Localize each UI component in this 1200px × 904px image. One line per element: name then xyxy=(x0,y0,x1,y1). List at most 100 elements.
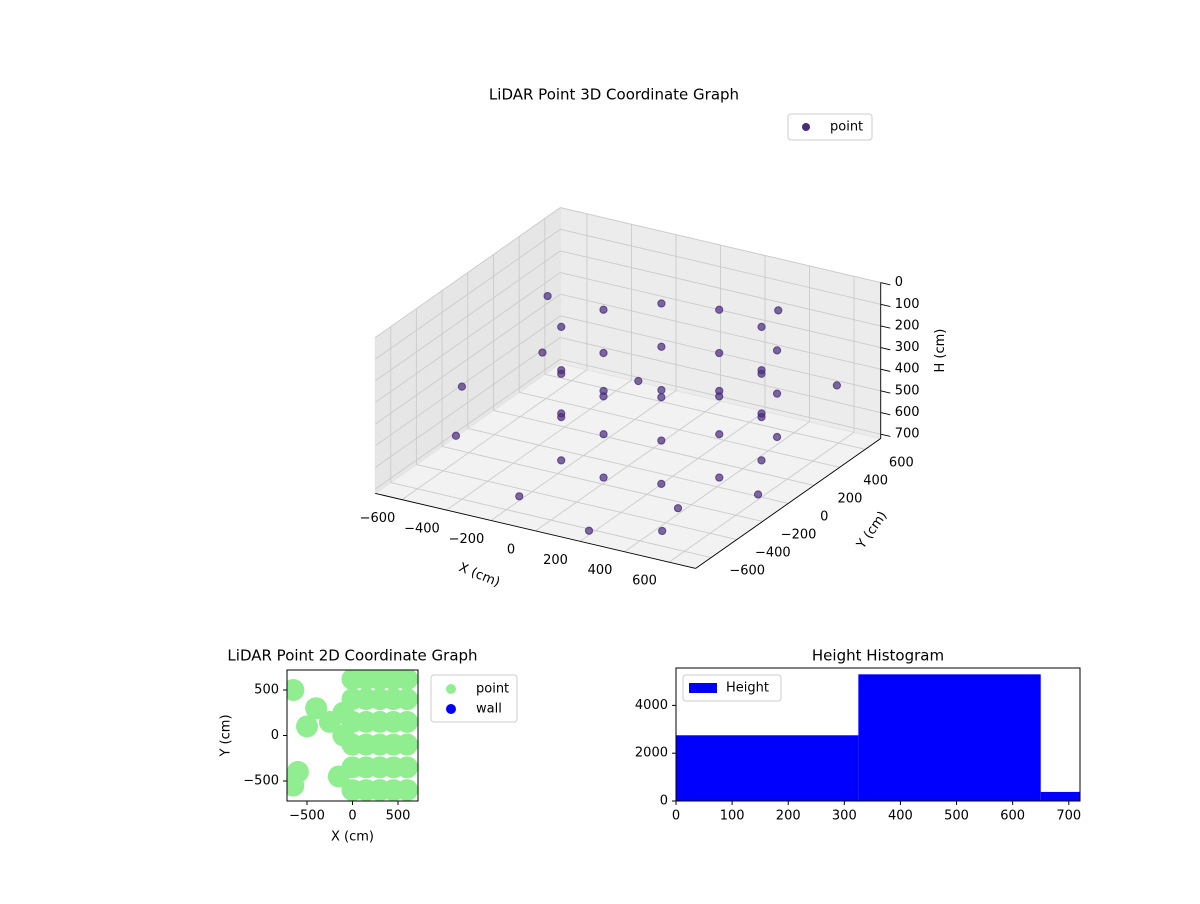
grid-line xyxy=(467,428,789,504)
y-tick-label: −500 xyxy=(243,773,279,788)
legend-label: point xyxy=(830,120,863,135)
point xyxy=(396,779,418,801)
grid-line xyxy=(375,272,561,403)
y-tick-label: 500 xyxy=(254,683,279,698)
x-tick-label: 400 xyxy=(588,563,613,578)
y-tick-label: 400 xyxy=(863,473,888,488)
z-tick-label: 0 xyxy=(895,275,903,290)
tick-mark xyxy=(880,282,891,286)
point xyxy=(396,756,418,779)
bar xyxy=(676,735,859,801)
y-tick-label: −400 xyxy=(755,546,791,561)
point xyxy=(715,430,724,439)
point xyxy=(287,774,305,797)
y-tick-label: 600 xyxy=(889,455,914,470)
point xyxy=(772,432,782,442)
point xyxy=(753,490,763,499)
grid-line xyxy=(544,373,866,450)
x-tick-label: 500 xyxy=(386,809,411,824)
point xyxy=(599,473,608,482)
x-tick-label: −500 xyxy=(289,809,325,824)
x-tick-label: 400 xyxy=(888,809,913,824)
point xyxy=(327,765,350,788)
y-tick-label: −200 xyxy=(781,527,817,542)
grid-line xyxy=(493,409,815,486)
plot-area xyxy=(287,670,418,801)
x-tick-label: 700 xyxy=(1056,809,1081,824)
point xyxy=(457,382,467,391)
grid-line xyxy=(375,250,561,382)
chart-title: LiDAR Point 3D Coordinate Graph xyxy=(489,86,739,104)
legend-marker xyxy=(446,704,456,714)
point xyxy=(774,306,783,315)
point xyxy=(318,710,341,733)
x-tick-label: 100 xyxy=(720,809,745,824)
z-tick-label: 200 xyxy=(895,318,920,333)
bar xyxy=(1040,791,1080,801)
point xyxy=(287,679,305,702)
bar xyxy=(858,674,1041,801)
y-axis-line xyxy=(695,438,881,569)
point xyxy=(757,456,766,465)
grid-line xyxy=(375,293,561,425)
x-axis-line xyxy=(375,492,696,569)
y-tick-label: −600 xyxy=(729,564,765,579)
tick-mark xyxy=(880,368,891,372)
tick-mark xyxy=(880,412,891,416)
point xyxy=(658,526,667,536)
z-axis-label: H (cm) xyxy=(933,329,948,373)
x-tick-label: 300 xyxy=(832,809,857,824)
y-tick-label: 2000 xyxy=(635,746,668,761)
grid-line xyxy=(375,337,561,468)
point xyxy=(599,305,608,314)
point xyxy=(657,393,666,402)
tick-mark xyxy=(880,347,891,351)
point xyxy=(772,389,782,398)
grid-line xyxy=(519,391,840,468)
legend-label: point xyxy=(476,682,509,697)
x-tick-label: 600 xyxy=(632,574,657,589)
point xyxy=(757,322,766,331)
z-tick-label: 500 xyxy=(895,383,920,398)
point xyxy=(557,409,566,418)
point xyxy=(673,504,683,513)
point xyxy=(757,409,766,418)
x-tick-label: 0 xyxy=(672,809,680,824)
y-tick-label: 4000 xyxy=(635,698,668,713)
tick-mark xyxy=(880,433,891,437)
point xyxy=(657,342,666,351)
point xyxy=(715,392,724,401)
point xyxy=(305,697,328,720)
grid-line xyxy=(375,228,561,360)
grid-line xyxy=(416,464,737,540)
point xyxy=(396,670,418,691)
grid-line xyxy=(390,482,712,559)
point xyxy=(396,733,418,756)
grid-line xyxy=(560,250,881,327)
grid-line xyxy=(560,337,881,413)
point xyxy=(772,346,782,355)
point xyxy=(451,431,461,440)
point xyxy=(715,305,724,314)
point xyxy=(657,436,666,445)
grid-line xyxy=(560,228,881,305)
x-tick-label: 200 xyxy=(776,809,801,824)
point xyxy=(832,381,841,390)
x-tick-label: −200 xyxy=(449,532,485,547)
z-tick-label: 100 xyxy=(895,297,920,312)
chart-title: LiDAR Point 2D Coordinate Graph xyxy=(227,647,477,665)
legend-box xyxy=(682,674,782,702)
grid-line xyxy=(560,207,881,284)
point xyxy=(599,392,608,401)
z-tick-label: 300 xyxy=(895,340,920,355)
point xyxy=(599,348,608,358)
point xyxy=(634,376,643,386)
x-tick-label: 0 xyxy=(507,542,515,557)
point xyxy=(557,322,566,332)
legend-marker xyxy=(446,684,456,694)
grid-line xyxy=(375,358,561,490)
z-tick-label: 600 xyxy=(895,405,920,420)
y-axis-label: Y (cm) xyxy=(219,714,234,757)
y-tick-label: 0 xyxy=(820,509,828,524)
y-tick-label: 0 xyxy=(660,794,668,809)
